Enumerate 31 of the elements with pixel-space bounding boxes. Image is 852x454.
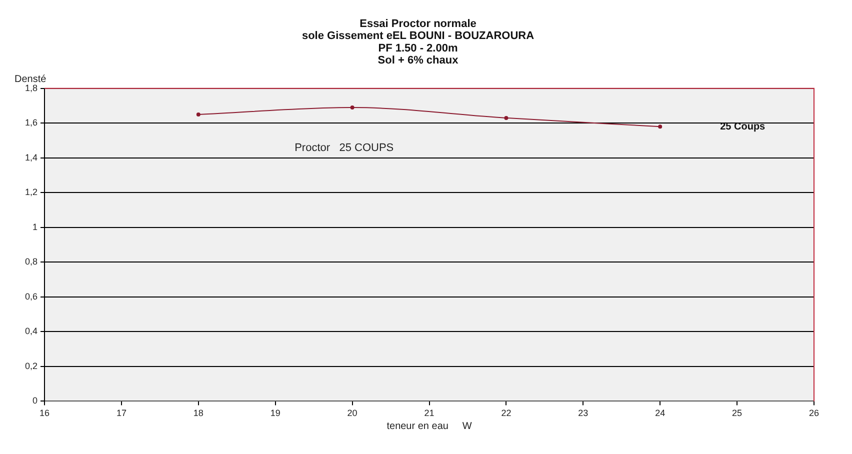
x-tick-label: 24 bbox=[655, 408, 666, 418]
point bbox=[350, 106, 354, 110]
y-tick-label: 1,2 bbox=[24, 187, 38, 198]
y-axis-title: Densté bbox=[14, 74, 47, 86]
y-tick-label: 0,4 bbox=[24, 326, 38, 336]
x-tick-label: 26 bbox=[808, 408, 820, 418]
y-tick-label: 1,8 bbox=[24, 82, 38, 93]
point bbox=[196, 112, 200, 116]
x-tick-label: 17 bbox=[116, 408, 126, 418]
x-tick-label: 20 bbox=[347, 408, 358, 418]
x-tick-label: 25 bbox=[732, 408, 742, 418]
y-tick-label: 1,6 bbox=[24, 118, 38, 128]
x-tick-label: 16 bbox=[40, 408, 50, 418]
x-tick-label: 21 bbox=[424, 408, 434, 418]
x-tick-label: 19 bbox=[270, 408, 280, 418]
x-tick-label: 23 bbox=[578, 408, 588, 418]
x-axis-title: teneur en eau W bbox=[386, 420, 472, 432]
x-tick-label: 22 bbox=[501, 408, 512, 418]
chart-title: Essai Proctor normale bbox=[360, 18, 476, 30]
y-tick-label: 0,8 bbox=[24, 256, 38, 267]
annotation: Proctor 25 COUPS bbox=[294, 142, 394, 154]
y-tick-label: 0,6 bbox=[24, 291, 38, 302]
text: 25 Coups bbox=[720, 121, 766, 132]
y-tick-label: 0,2 bbox=[24, 360, 38, 371]
point bbox=[504, 116, 508, 120]
y-tick-label: 0 bbox=[32, 396, 38, 406]
x-tick-label: 18 bbox=[193, 408, 204, 418]
point bbox=[658, 124, 662, 129]
y-tick-label: 1 bbox=[32, 222, 38, 232]
chart-subtitle: sole Gissement eEL BOUNI - BOUZAROURA PF 1.50 - 2.00m Sol + 6% chaux bbox=[302, 30, 534, 66]
y-tick-label: 1,4 bbox=[24, 152, 38, 162]
